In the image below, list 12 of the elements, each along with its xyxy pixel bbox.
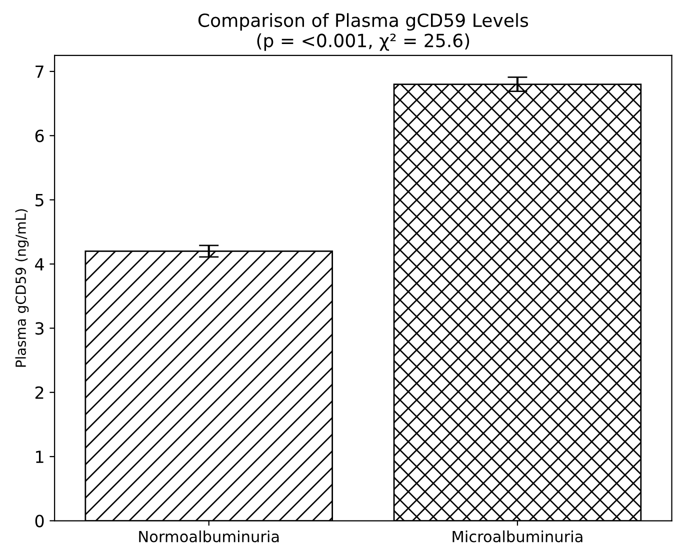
y-tick-label: 4 — [35, 258, 44, 270]
x-tick-label: Microalbuminuria — [452, 530, 582, 542]
y-tick-label: 2 — [35, 386, 44, 399]
y-tick-label: 1 — [36, 450, 44, 463]
y-tick-label: 3 — [36, 322, 44, 335]
y-tick-label: 5 — [36, 194, 44, 206]
y-tick-label: 0 — [35, 514, 44, 528]
y-tick-label: 7 — [36, 66, 44, 78]
y-axis-title: Plasma gCD59 (ng/mL) — [15, 209, 29, 367]
chart-title: Comparison of Plasma gCD59 Levels (p = <0.001, χ² = 25.6) — [198, 13, 528, 51]
x-tick-label: Normoalbuminuria — [139, 530, 279, 542]
y-tick-label: 6 — [35, 130, 44, 142]
